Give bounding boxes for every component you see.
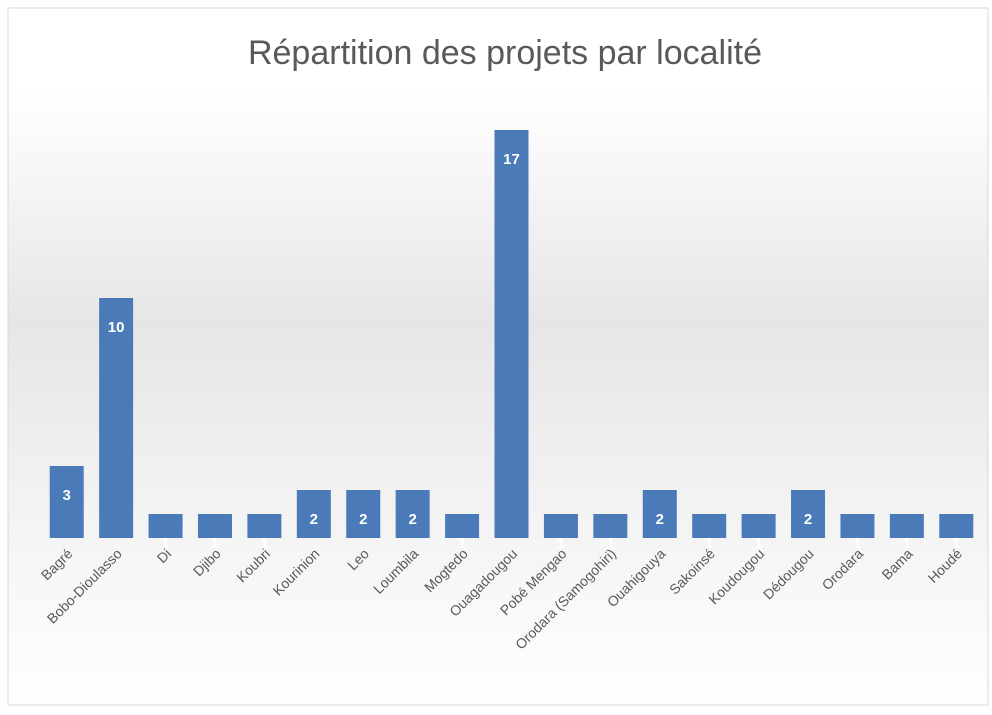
bar	[148, 514, 183, 538]
data-label: 1	[211, 535, 219, 552]
bar	[395, 490, 430, 538]
bar	[494, 130, 529, 538]
data-label: 2	[656, 511, 664, 528]
data-label: 3	[63, 487, 71, 504]
bar	[543, 514, 578, 538]
bar	[247, 514, 282, 538]
bar	[889, 514, 924, 538]
data-label: 17	[503, 151, 520, 168]
data-label: 1	[161, 535, 169, 552]
bar	[840, 514, 875, 538]
bar	[346, 490, 381, 538]
data-label: 1	[557, 535, 565, 552]
data-label: 1	[952, 535, 960, 552]
data-label: 2	[408, 511, 416, 528]
data-label: 1	[458, 535, 466, 552]
chart-title: Répartition des projets par localité	[248, 34, 762, 72]
bar	[197, 514, 232, 538]
data-label: 2	[804, 511, 812, 528]
bar	[791, 490, 826, 538]
bar	[642, 490, 677, 538]
bar	[49, 466, 84, 538]
data-label: 2	[310, 511, 318, 528]
data-label: 1	[853, 535, 861, 552]
data-label: 1	[903, 535, 911, 552]
data-label: 1	[754, 535, 762, 552]
data-label: 2	[359, 511, 367, 528]
data-label: 1	[606, 535, 614, 552]
bar	[741, 514, 776, 538]
data-label: 10	[108, 319, 125, 336]
bar	[296, 490, 331, 538]
data-label: 1	[705, 535, 713, 552]
bar	[99, 298, 134, 538]
bar	[692, 514, 727, 538]
data-label: 1	[260, 535, 268, 552]
bar	[593, 514, 628, 538]
bar	[939, 514, 974, 538]
bar	[445, 514, 480, 538]
